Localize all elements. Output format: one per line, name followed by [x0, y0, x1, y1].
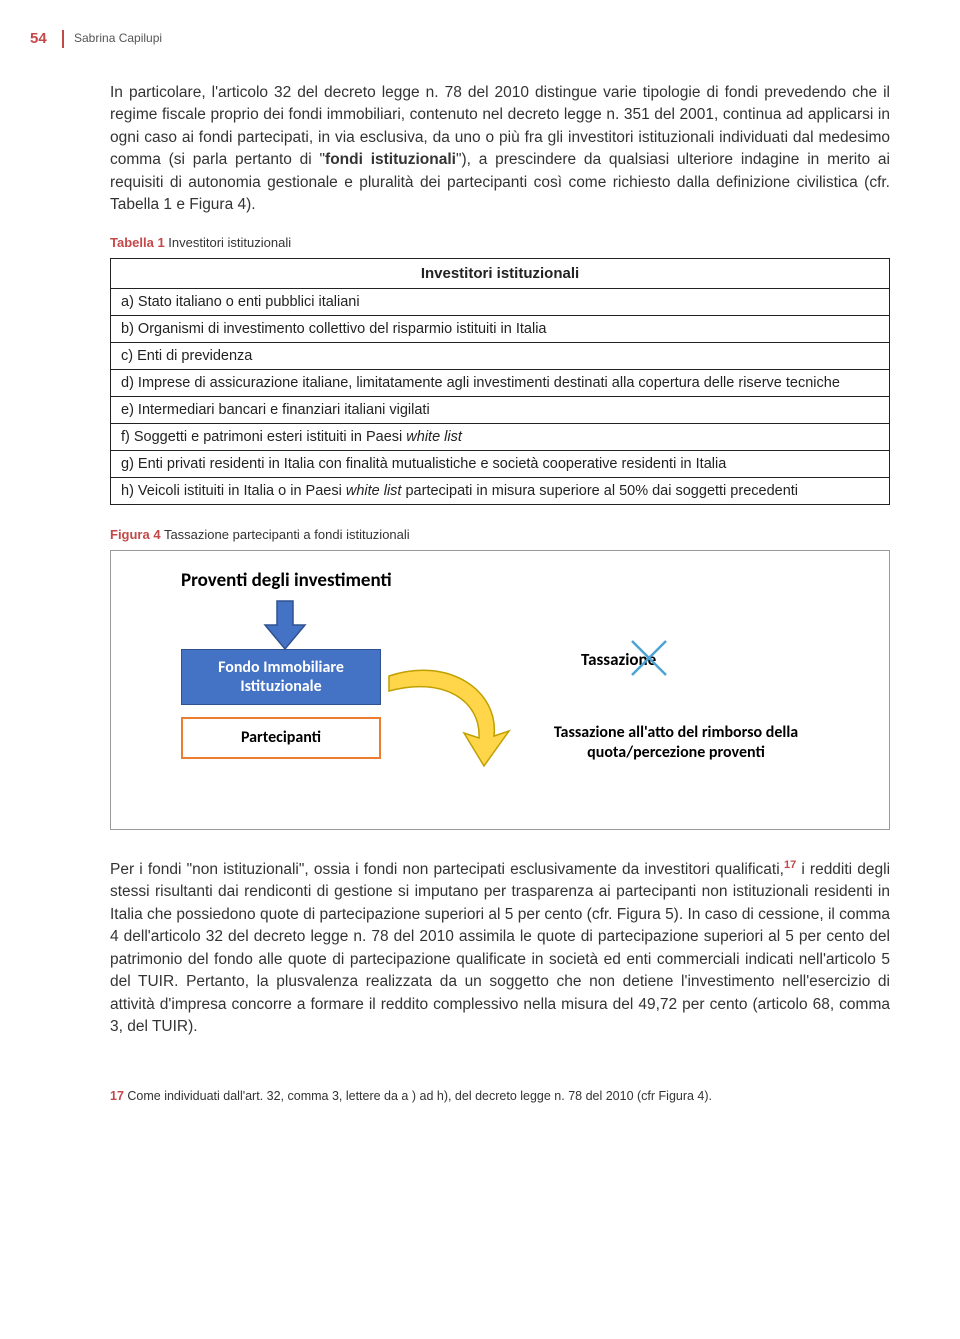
footnote-17: 17 Come individuati dall'art. 32, comma …: [110, 1089, 890, 1103]
table-row: a) Stato italiano o enti pubblici italia…: [111, 288, 890, 315]
header-bar: [62, 30, 64, 48]
fig4-bottom-label: Tassazione all'atto del rimborso della q…: [511, 723, 841, 763]
fig4-blue-box: Fondo Immobiliare Istituzionale: [181, 649, 381, 705]
paragraph-1: In particolare, l'articolo 32 del decret…: [110, 82, 890, 217]
table-row: e) Intermediari bancari e finanziari ita…: [111, 396, 890, 423]
fig4-caption-rest: Tassazione partecipanti a fondi istituzi…: [161, 527, 410, 542]
figure4-caption: Figura 4 Tassazione partecipanti a fondi…: [110, 527, 890, 542]
table1-caption-bold: Tabella 1: [110, 235, 165, 250]
figure4-diagram: Proventi degli investimenti Fondo Immobi…: [110, 550, 890, 830]
footnote-text: Come individuati dall'art. 32, comma 3, …: [124, 1089, 712, 1103]
investors-table: Investitori istituzionali a) Stato itali…: [110, 258, 890, 505]
table1-caption-rest: Investitori istituzionali: [165, 235, 291, 250]
table1-header: Investitori istituzionali: [111, 258, 890, 288]
table-row: b) Organismi di investimento collettivo …: [111, 315, 890, 342]
header-author: Sabrina Capilupi: [74, 31, 162, 45]
footnote-ref-17: 17: [784, 859, 796, 871]
p2-text-2: i redditi degli stessi risultanti dai re…: [110, 861, 890, 1035]
paragraph-2: Per i fondi "non istituzionali", ossia i…: [110, 858, 890, 1039]
table-row: f) Soggetti e patrimoni esteri istituiti…: [111, 423, 890, 450]
page-header: 54 Sabrina Capilupi: [110, 30, 890, 54]
p1-bold: fondi istituzionali: [325, 151, 456, 168]
fig4-orange-box: Partecipanti: [181, 717, 381, 759]
footnote-num: 17: [110, 1089, 124, 1103]
fig4-title: Proventi degli investimenti: [181, 569, 869, 592]
fig4-caption-bold: Figura 4: [110, 527, 161, 542]
cross-out-icon: [628, 637, 670, 679]
page-number: 54: [30, 30, 47, 47]
p2-text-1: Per i fondi "non istituzionali", ossia i…: [110, 861, 784, 878]
curved-arrow-icon: [379, 651, 519, 771]
table-row: c) Enti di previdenza: [111, 342, 890, 369]
table1-caption: Tabella 1 Investitori istituzionali: [110, 235, 890, 250]
table-row: h) Veicoli istituiti in Italia o in Paes…: [111, 477, 890, 504]
table-row: g) Enti privati residenti in Italia con …: [111, 450, 890, 477]
table-row: d) Imprese di assicurazione italiane, li…: [111, 369, 890, 396]
arrow-down-icon: [261, 599, 309, 651]
